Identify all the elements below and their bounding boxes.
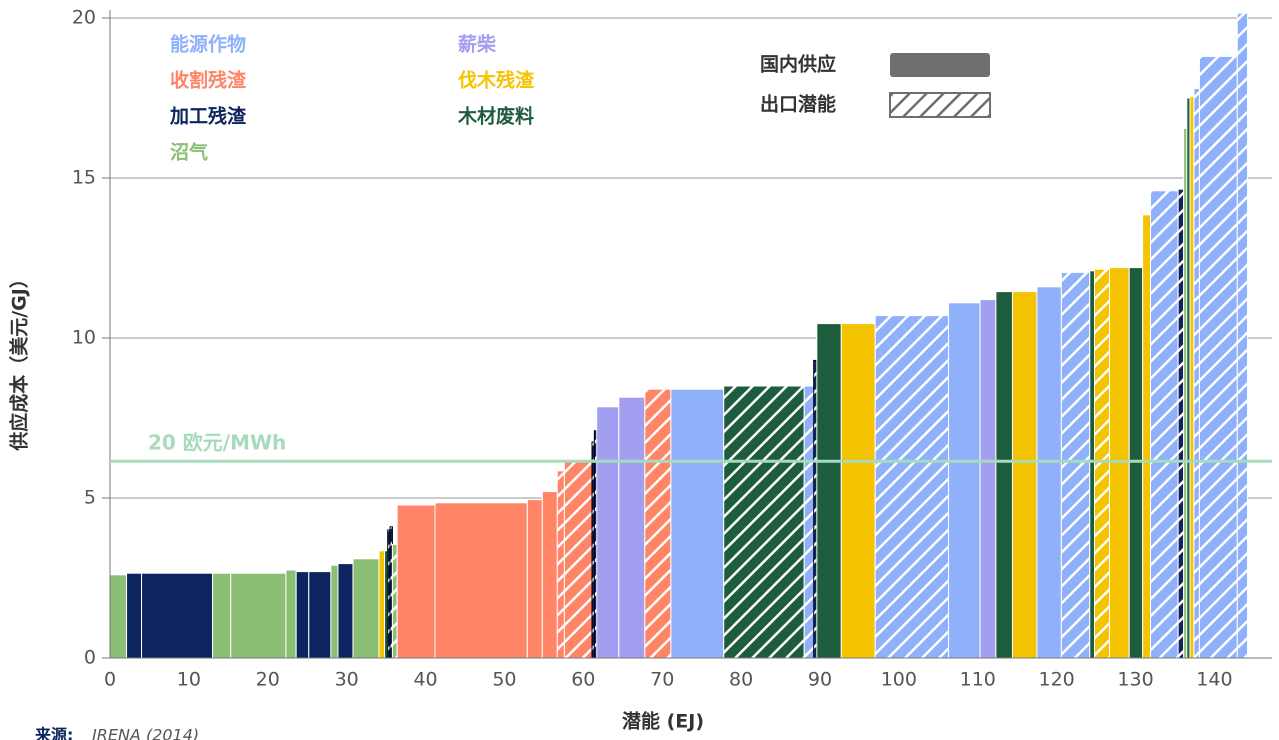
bar bbox=[644, 388, 672, 659]
bar bbox=[352, 558, 380, 659]
bar bbox=[803, 385, 815, 659]
bar bbox=[723, 385, 805, 659]
bar bbox=[1108, 267, 1130, 659]
x-tick-label: 140 bbox=[1196, 669, 1232, 691]
x-tick-label: 20 bbox=[256, 669, 280, 691]
bar bbox=[526, 499, 543, 659]
legend-label: 出口潜能 bbox=[760, 93, 836, 116]
bar bbox=[285, 569, 297, 659]
bar bbox=[126, 572, 143, 659]
bar bbox=[563, 460, 593, 659]
bar bbox=[1089, 270, 1096, 659]
legend-label: 木材废料 bbox=[457, 105, 534, 128]
legend-swatch bbox=[889, 92, 991, 118]
bar bbox=[816, 323, 842, 659]
x-tick-label: 60 bbox=[571, 669, 595, 691]
x-tick-label: 110 bbox=[960, 669, 996, 691]
bar bbox=[1128, 267, 1144, 659]
bar bbox=[979, 299, 997, 659]
bar bbox=[1193, 87, 1200, 659]
legend-swatch bbox=[890, 53, 990, 77]
legend-label: 伐木残渣 bbox=[458, 69, 535, 92]
x-tick-label: 30 bbox=[335, 669, 359, 691]
bar bbox=[618, 396, 646, 659]
legend-label: 国内供应 bbox=[760, 53, 836, 76]
y-tick-label: 5 bbox=[84, 487, 96, 509]
bar bbox=[596, 406, 620, 659]
y-tick-label: 10 bbox=[72, 327, 96, 349]
bar bbox=[1060, 271, 1091, 659]
bar bbox=[840, 323, 876, 659]
legend-label: 薪柴 bbox=[458, 33, 497, 56]
bar bbox=[1150, 190, 1179, 659]
y-tick-label: 15 bbox=[72, 167, 96, 189]
x-tick-label: 0 bbox=[104, 669, 116, 691]
bar bbox=[1177, 188, 1185, 659]
x-tick-label: 130 bbox=[1117, 669, 1153, 691]
x-tick-label: 100 bbox=[881, 669, 917, 691]
reference-label: 20 欧元/MWh bbox=[148, 431, 286, 455]
bar bbox=[330, 564, 339, 659]
bar bbox=[1011, 291, 1038, 659]
legend-label: 能源作物 bbox=[170, 33, 246, 56]
bar bbox=[434, 502, 528, 659]
bar bbox=[212, 572, 232, 659]
y-axis-label: 供应成本（美元/GJ） bbox=[8, 269, 31, 452]
x-tick-label: 120 bbox=[1039, 669, 1075, 691]
legend-label: 沼气 bbox=[170, 141, 208, 164]
bar bbox=[230, 572, 287, 659]
bar bbox=[874, 315, 950, 659]
legend-label: 收割残渣 bbox=[170, 69, 247, 92]
bar bbox=[109, 574, 128, 659]
bar bbox=[308, 571, 332, 659]
bar bbox=[541, 491, 558, 659]
legend-label: 加工残渣 bbox=[169, 105, 247, 128]
source: IRENA (2014) bbox=[92, 726, 199, 740]
bar bbox=[337, 563, 354, 659]
bar bbox=[378, 550, 386, 659]
y-tick-label: 0 bbox=[84, 647, 96, 669]
x-tick-label: 10 bbox=[177, 669, 201, 691]
x-tick-label: 70 bbox=[650, 669, 674, 691]
bar bbox=[1036, 286, 1062, 659]
x-axis-label: 潜能 (EJ) bbox=[622, 710, 704, 733]
source-label: 来源: bbox=[34, 726, 73, 740]
bar bbox=[995, 291, 1013, 659]
bar bbox=[1142, 214, 1152, 659]
bar bbox=[396, 504, 436, 659]
bar bbox=[1094, 268, 1110, 659]
bar bbox=[1198, 55, 1238, 659]
bar bbox=[948, 302, 981, 659]
bar bbox=[670, 388, 725, 659]
bar bbox=[391, 543, 398, 659]
y-tick-label: 20 bbox=[72, 7, 96, 29]
x-tick-label: 50 bbox=[492, 669, 516, 691]
x-tick-label: 80 bbox=[729, 669, 753, 691]
x-tick-label: 90 bbox=[808, 669, 832, 691]
bar bbox=[1189, 95, 1195, 659]
bar bbox=[1236, 12, 1249, 659]
x-tick-label: 40 bbox=[413, 669, 437, 691]
bar bbox=[556, 470, 565, 659]
bar bbox=[295, 571, 310, 659]
bar bbox=[141, 572, 214, 659]
